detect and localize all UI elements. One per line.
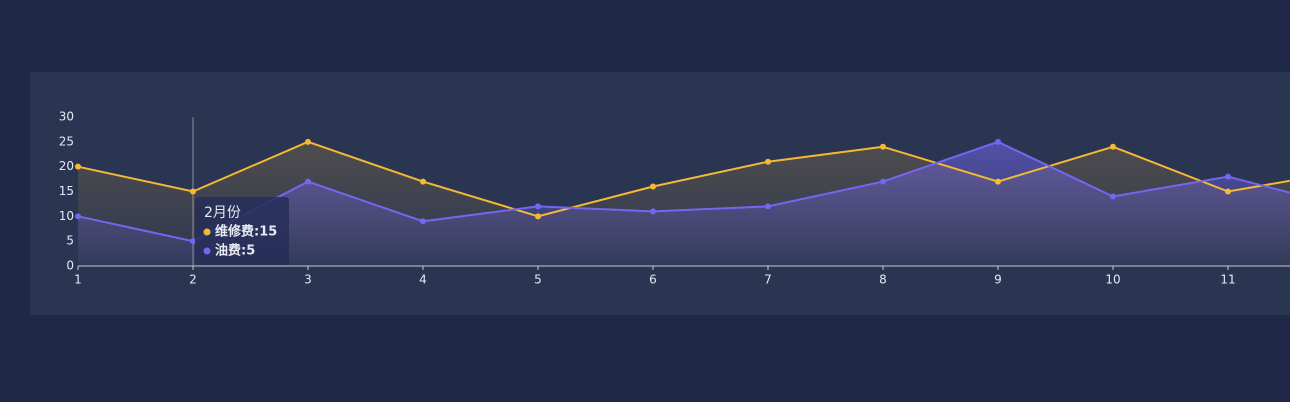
point xyxy=(420,178,426,185)
point xyxy=(190,238,196,245)
y-tick-label: 5 xyxy=(66,234,74,248)
point xyxy=(190,188,196,195)
x-tick-label: 10 xyxy=(1105,273,1120,287)
x-tick-label: 1 xyxy=(74,273,82,287)
y-tick-label: 25 xyxy=(59,134,74,148)
point xyxy=(995,178,1001,185)
line xyxy=(77,140,1290,243)
point xyxy=(305,138,311,145)
point xyxy=(650,208,656,215)
y-tick-label: 0 xyxy=(66,259,74,273)
point xyxy=(75,163,81,170)
y-tick-label: 30 xyxy=(59,110,74,124)
point xyxy=(1110,143,1116,150)
tooltip-dot xyxy=(203,247,211,255)
y-tick-label: 10 xyxy=(59,209,74,223)
x-tick-label: 9 xyxy=(994,273,1002,287)
point xyxy=(1110,193,1116,200)
point xyxy=(650,183,656,190)
point xyxy=(305,178,311,185)
point xyxy=(75,213,81,220)
point xyxy=(765,158,771,165)
x-tick-label: 4 xyxy=(419,273,427,287)
x-tick-label: 8 xyxy=(879,273,887,287)
x-tick-label: 11 xyxy=(1220,273,1235,287)
line xyxy=(77,140,1290,218)
y-tick-label: 15 xyxy=(59,184,74,198)
tooltip-title: 2月份 xyxy=(204,205,241,221)
tooltip-dot xyxy=(203,228,211,236)
point xyxy=(995,138,1001,145)
point xyxy=(535,203,541,210)
x-tick-label: 3 xyxy=(304,273,312,287)
point xyxy=(1225,173,1231,180)
point xyxy=(765,203,771,210)
x-tick-label: 2 xyxy=(189,273,197,287)
area xyxy=(78,141,1290,266)
tooltip-item: 维修费:15 xyxy=(215,224,277,240)
tooltip-box xyxy=(195,197,289,265)
x-tick-label: 6 xyxy=(649,273,657,287)
point xyxy=(880,178,886,185)
x-tick-label: 5 xyxy=(534,273,542,287)
y-tick-label: 20 xyxy=(59,159,74,173)
point xyxy=(535,213,541,220)
point xyxy=(1225,188,1231,195)
point xyxy=(880,143,886,150)
point xyxy=(420,218,426,225)
tooltip-item: 油费:5 xyxy=(215,243,255,259)
x-tick-label: 7 xyxy=(764,273,772,287)
